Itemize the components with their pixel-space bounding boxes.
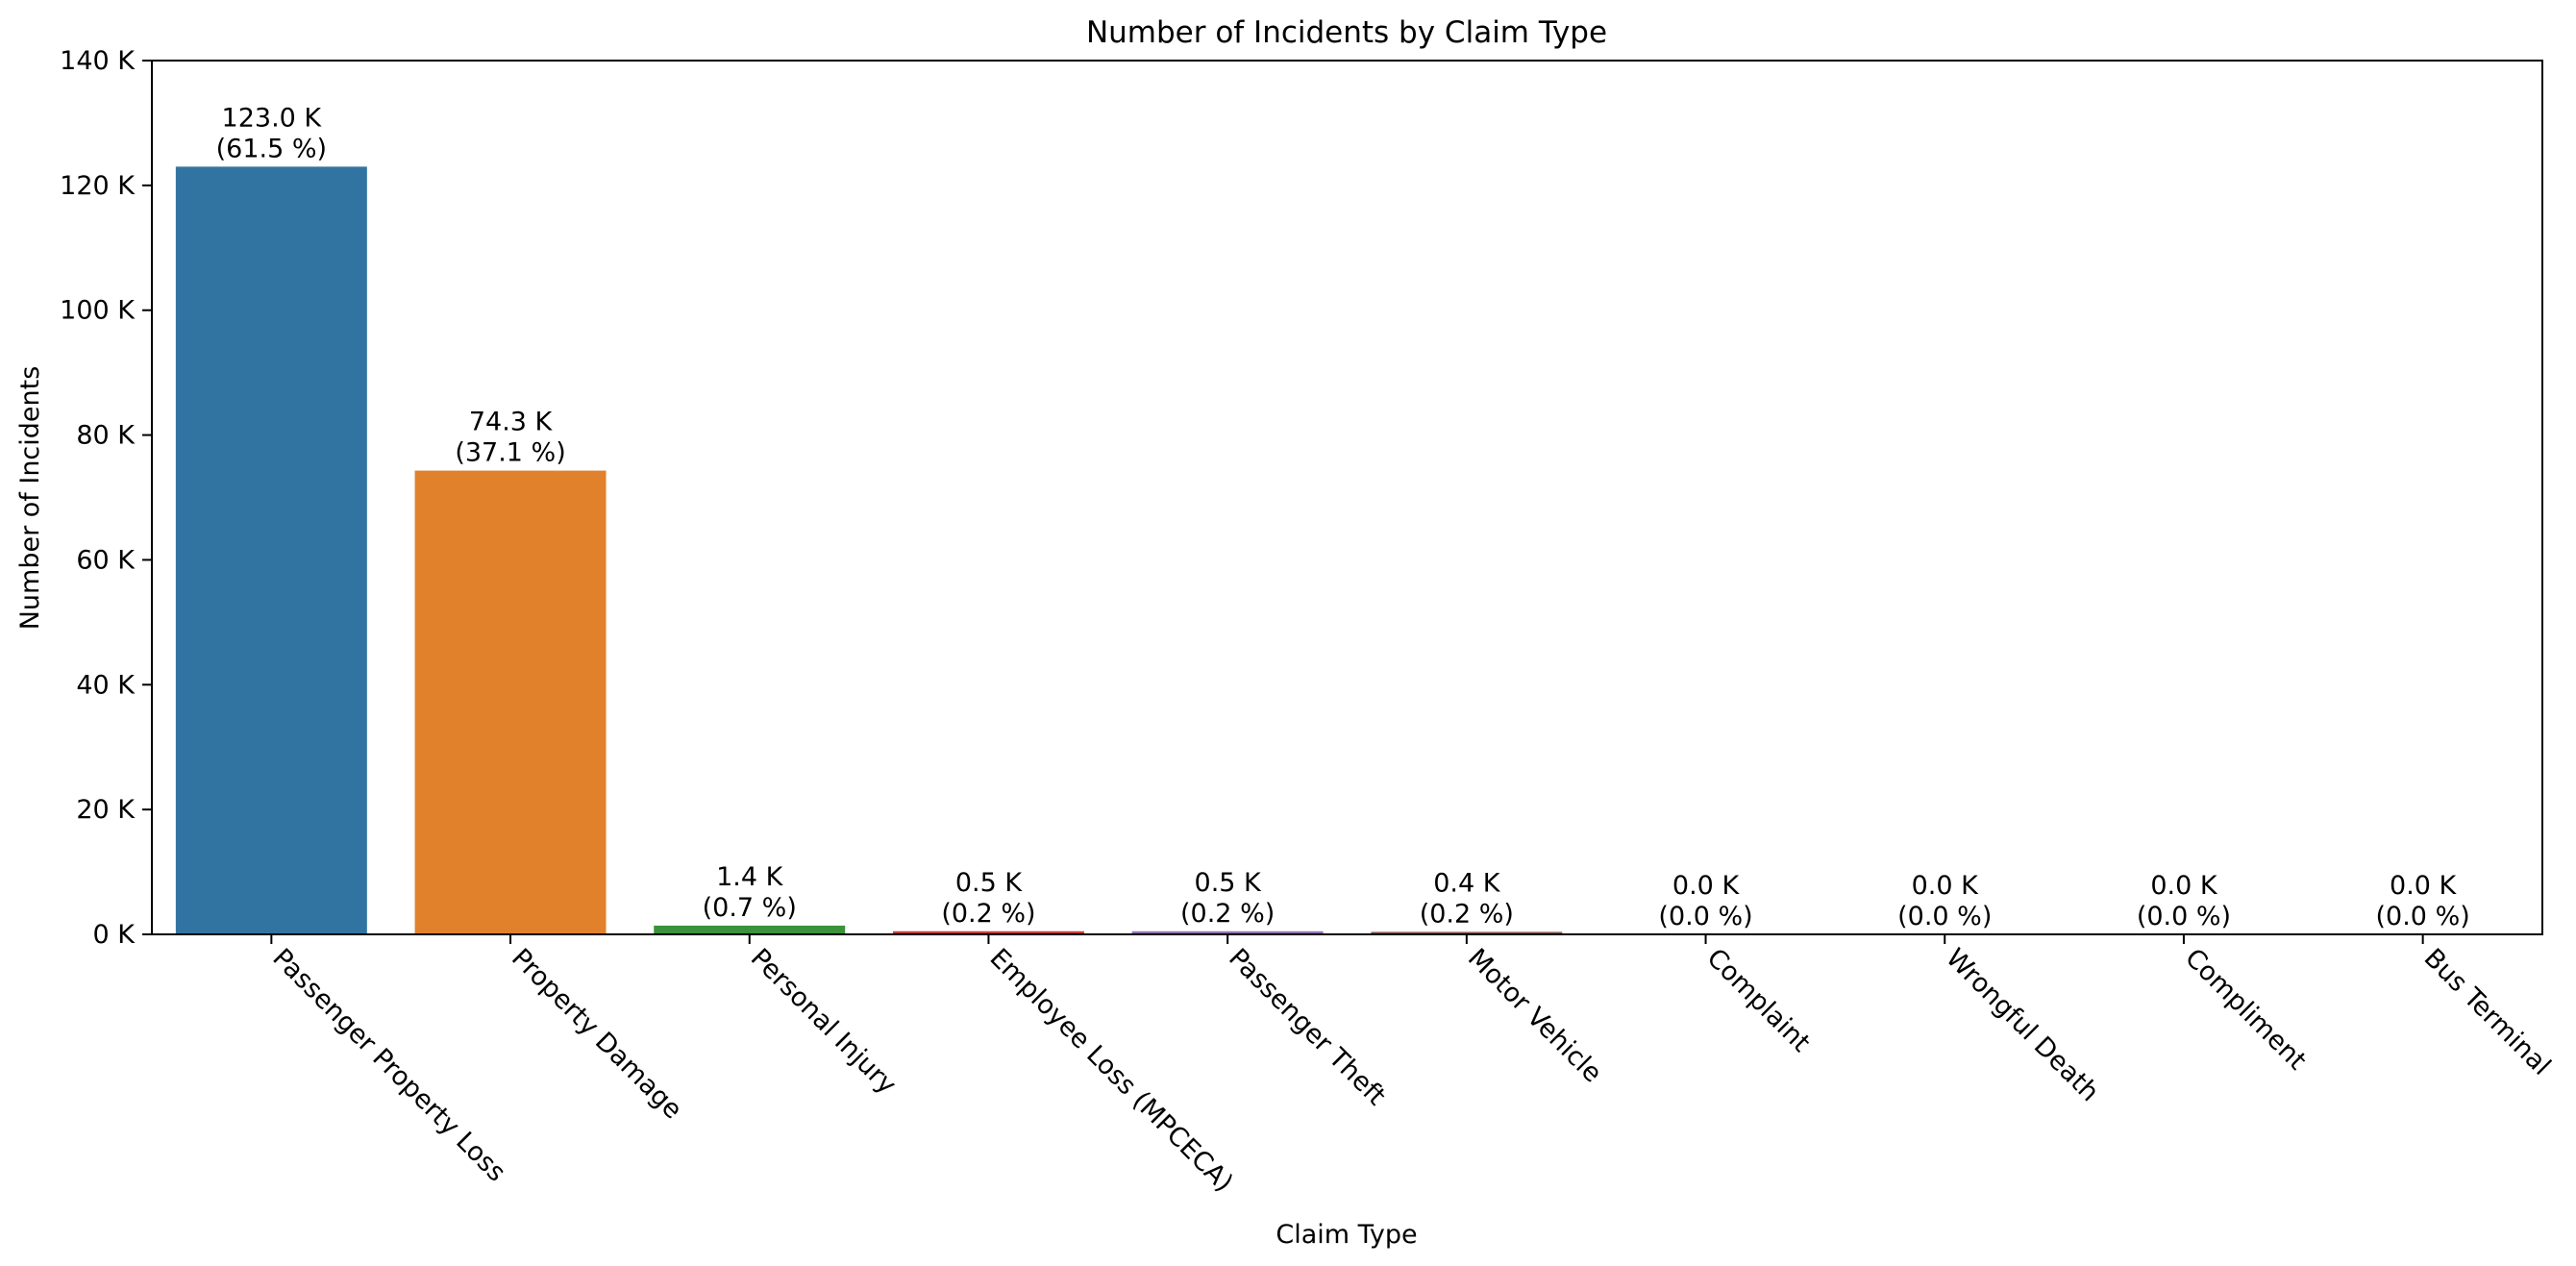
y-tick-label: 20 K — [76, 795, 136, 825]
y-tick-label: 60 K — [76, 545, 136, 575]
bar-value-label: 0.0 K — [1912, 871, 1980, 901]
bar — [1371, 931, 1563, 934]
y-tick-label: 140 K — [60, 46, 136, 76]
bar — [414, 470, 607, 934]
bar-percent-label: (0.0 %) — [2137, 902, 2231, 931]
y-tick-label: 120 K — [60, 171, 136, 201]
bar-percent-label: (0.0 %) — [1897, 902, 1992, 931]
chart-title: Number of Incidents by Claim Type — [1086, 15, 1607, 50]
y-axis-ticks: 0 K 20 K 40 K 60 K 80 K 100 K 120 K 140 K — [60, 46, 152, 950]
plot-frame — [151, 60, 2543, 935]
bar-percent-label: (0.7 %) — [703, 893, 797, 923]
bar-value-label: 0.5 K — [955, 868, 1024, 898]
data-labels-layer: 123.0 K(61.5 %) 74.3 K(37.1 %) 1.4 K(0.7 %… — [216, 103, 2470, 931]
bar — [1131, 931, 1324, 934]
y-tick-label: 0 K — [93, 920, 136, 950]
bar-value-label: 0.0 K — [1672, 871, 1741, 901]
bars-layer — [175, 166, 2519, 935]
y-tick-label: 40 K — [76, 670, 136, 700]
bar-value-label: 0.0 K — [2390, 871, 2458, 901]
y-axis-label: Number of Incidents — [15, 366, 45, 631]
bar-percent-label: (0.0 %) — [2376, 902, 2470, 931]
bar-value-label: 1.4 K — [716, 862, 784, 892]
bar-percent-label: (0.2 %) — [941, 899, 1035, 929]
bar-percent-label: (0.2 %) — [1420, 899, 1514, 929]
bar — [175, 166, 367, 935]
y-tick-label: 80 K — [76, 421, 136, 451]
bar-value-label: 74.3 K — [469, 408, 554, 437]
x-axis-label: Claim Type — [1276, 1220, 1417, 1250]
bar-percent-label: (61.5 %) — [216, 134, 327, 163]
bar-percent-label: (0.2 %) — [1180, 899, 1275, 929]
bar-percent-label: (0.0 %) — [1658, 902, 1752, 931]
bar — [892, 931, 1084, 934]
bar — [654, 925, 846, 934]
y-tick-label: 100 K — [60, 296, 136, 326]
bar-percent-label: (37.1 %) — [455, 438, 565, 468]
bar-value-label: 0.5 K — [1195, 868, 1263, 898]
bar-value-label: 0.4 K — [1433, 868, 1501, 898]
bar-value-label: 123.0 K — [222, 103, 323, 133]
bar-value-label: 0.0 K — [2150, 871, 2218, 901]
